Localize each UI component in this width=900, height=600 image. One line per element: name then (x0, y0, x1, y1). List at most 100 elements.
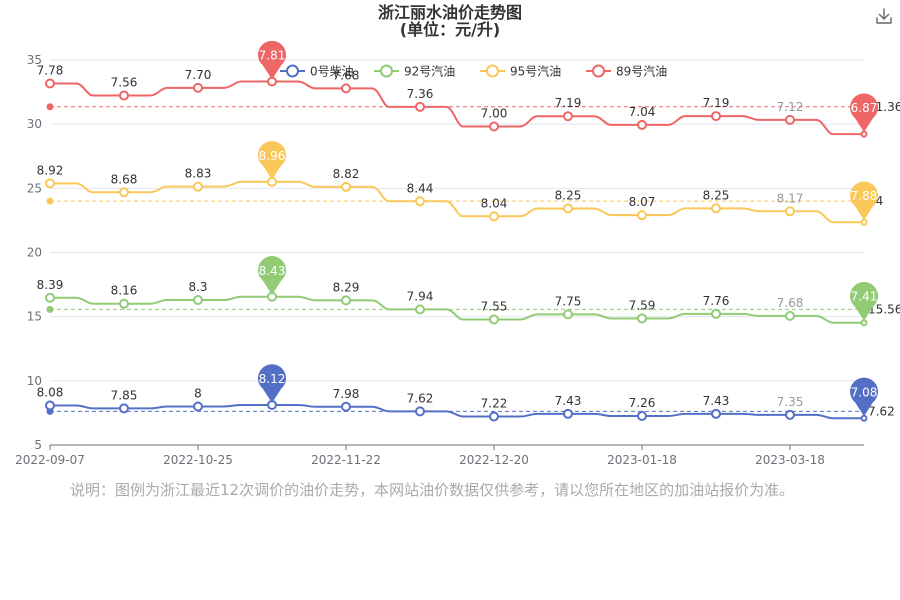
chart-title: 浙江丽水油价走势图 (单位：元/升) (0, 4, 900, 38)
data-label: 8.08 (37, 385, 64, 399)
extreme-pin-label: 7.81 (259, 49, 286, 63)
average-line-label: 15.56 (868, 302, 900, 316)
extreme-pin (258, 40, 287, 80)
data-point (711, 203, 721, 214)
data-label: 8.29 (333, 280, 360, 294)
series-line (50, 403, 864, 420)
data-label: 8.82 (333, 167, 360, 181)
y-tick-label: 15 (27, 310, 42, 324)
data-label: 8.68 (111, 172, 138, 186)
data-label: 7.55 (481, 299, 508, 313)
average-line-start-dot (46, 305, 54, 313)
data-point (119, 187, 129, 198)
data-point (45, 400, 55, 411)
data-point (637, 313, 647, 324)
legend-label: 92号汽油 (404, 64, 455, 79)
data-label: 7.43 (703, 394, 730, 408)
data-label: 7.36 (407, 87, 434, 101)
extreme-pin-label: 7.08 (851, 385, 878, 399)
legend-item[interactable]: 0号柴油 (280, 64, 354, 79)
average-line-label: 7.62 (868, 404, 895, 418)
y-tick-label: 30 (27, 117, 42, 131)
data-label: 8.83 (185, 167, 212, 181)
data-label: 7.76 (703, 294, 730, 308)
y-tick-label: 25 (27, 181, 42, 195)
data-point (637, 119, 647, 130)
data-point (193, 181, 203, 192)
data-point (860, 218, 868, 226)
chart-title-line2: (单位：元/升) (399, 20, 501, 39)
data-point (415, 406, 425, 417)
data-label: 7.68 (777, 296, 804, 310)
data-label: 7.85 (111, 388, 138, 402)
legend-symbol (486, 64, 499, 78)
data-label: 7.04 (629, 105, 656, 119)
extreme-pin (850, 181, 878, 221)
data-label: 8.3 (188, 280, 207, 294)
extreme-pin (258, 256, 286, 295)
extreme-pin-label: 7.88 (851, 189, 878, 203)
data-point (45, 78, 55, 89)
extreme-pin (850, 281, 878, 321)
legend-label: 89号汽油 (616, 64, 667, 79)
data-label: 8.92 (37, 163, 64, 177)
data-label: 7.70 (185, 68, 212, 82)
data-point (860, 414, 868, 422)
x-tick-label: 2023-01-18 (607, 453, 677, 467)
data-label: 7.22 (481, 397, 508, 411)
data-point (119, 90, 129, 101)
extreme-pin (258, 141, 286, 180)
data-label: 7.94 (407, 289, 434, 303)
data-label: 7.75 (555, 294, 582, 308)
data-label: 7.59 (629, 298, 656, 312)
data-point (341, 401, 351, 412)
series-lines (45, 76, 868, 422)
data-point (489, 121, 499, 132)
extreme-pin (850, 93, 879, 133)
y-tick-label: 35 (27, 53, 42, 67)
extreme-pin-label: 7.41 (851, 290, 878, 304)
chart-note: 说明：图例为浙江最近12次调价的油价走势，本网站油价数据仅供参考，请以您所在地区… (70, 481, 795, 499)
legend-item[interactable]: 92号汽油 (374, 64, 455, 79)
legend: 0号柴油 92号汽油 95号汽油 89号汽油 (280, 64, 667, 79)
data-point (711, 308, 721, 319)
y-tick-label: 5 (34, 438, 42, 452)
extreme-pin-label: 6.87 (851, 101, 878, 115)
average-line-start-dot (46, 197, 54, 205)
data-point (785, 114, 795, 125)
legend-label: 0号柴油 (310, 65, 354, 79)
series-line (50, 80, 864, 136)
data-point (415, 196, 425, 207)
data-label: 7.98 (333, 387, 360, 401)
extreme-pin (850, 377, 878, 417)
data-point (563, 111, 573, 122)
data-point (341, 295, 351, 306)
download-icon[interactable] (874, 6, 894, 26)
data-label: 8 (194, 387, 202, 401)
data-point (637, 410, 647, 421)
grid-lines (50, 59, 864, 382)
data-point (193, 294, 203, 305)
extreme-pin-label: 8.96 (259, 149, 286, 163)
data-point (489, 211, 499, 222)
data-label: 7.19 (555, 96, 582, 110)
data-label: 7.12 (777, 100, 804, 114)
data-label: 7.00 (481, 106, 508, 120)
data-label: 7.68 (333, 68, 360, 82)
legend-item[interactable]: 89号汽油 (586, 64, 667, 79)
data-point (489, 411, 499, 422)
data-labels: 8.08 7.85 8 7.98 7.62 7.22 7.43 7.26 7.43 7.35 8.3… (37, 63, 804, 410)
x-tick-label: 2022-12-20 (459, 453, 529, 467)
series-line (50, 180, 864, 224)
data-label: 8.17 (777, 191, 804, 205)
data-point (563, 203, 573, 214)
x-tick-label: 2022-10-25 (163, 453, 233, 467)
data-point (563, 309, 573, 320)
data-point (563, 408, 573, 419)
extreme-pin-label: 8.43 (259, 264, 286, 278)
legend-item[interactable]: 95号汽油 (480, 64, 561, 79)
extreme-markers: 8.12 7.08 8.43 7.41 8.96 7.88 7.81 6.87 (258, 40, 879, 417)
data-point (637, 210, 647, 221)
series-line (50, 295, 864, 324)
